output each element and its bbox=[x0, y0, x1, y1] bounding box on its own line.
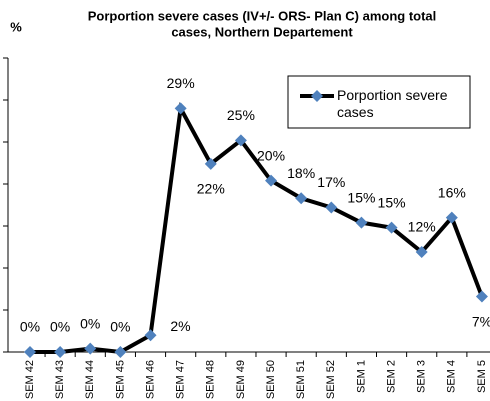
x-tick-label: SEM 44 bbox=[84, 360, 96, 399]
legend-marker bbox=[311, 90, 323, 102]
data-label: 25% bbox=[227, 107, 255, 123]
data-point bbox=[325, 201, 338, 214]
data-label: 16% bbox=[438, 184, 466, 200]
data-point bbox=[204, 157, 217, 170]
data-label: 0% bbox=[20, 319, 40, 335]
x-tick-label: SEM 50 bbox=[265, 360, 277, 399]
x-tick-label: SEM 5 bbox=[476, 360, 488, 393]
data-point bbox=[84, 342, 97, 355]
data-label: 0% bbox=[110, 319, 130, 335]
data-point bbox=[174, 102, 187, 115]
y-axis-label: % bbox=[10, 19, 22, 34]
data-label: 0% bbox=[50, 319, 70, 335]
x-tick-label: SEM 47 bbox=[175, 360, 187, 399]
data-label: 15% bbox=[347, 189, 375, 205]
data-point bbox=[114, 346, 127, 358]
data-label: 22% bbox=[197, 181, 225, 197]
x-tick-label: SEM 1 bbox=[355, 360, 367, 393]
data-label: 7% bbox=[472, 313, 490, 329]
legend-label: Porportion severe cases bbox=[337, 87, 448, 120]
data-label: 0% bbox=[80, 315, 100, 331]
data-label: 17% bbox=[317, 174, 345, 190]
data-label: 15% bbox=[378, 194, 406, 210]
series-line bbox=[30, 102, 484, 355]
x-tick-label: SEM 46 bbox=[144, 360, 156, 399]
x-tick-label: SEM 2 bbox=[385, 360, 397, 393]
data-point bbox=[445, 211, 458, 224]
data-point bbox=[144, 329, 157, 342]
x-tick-label: SEM 43 bbox=[54, 360, 66, 399]
data-label: 20% bbox=[257, 147, 285, 163]
legend-box bbox=[287, 75, 471, 129]
data-label: 12% bbox=[408, 219, 436, 235]
data-label: 29% bbox=[167, 75, 195, 91]
data-point bbox=[415, 246, 428, 259]
x-tick-label: SEM 51 bbox=[295, 360, 307, 399]
chart-title: Porportion severe cases (IV+/- ORS- Plan… bbox=[88, 8, 437, 23]
x-tick-label: SEM 52 bbox=[325, 360, 337, 399]
x-tick-label: SEM 48 bbox=[205, 360, 217, 399]
x-tick-label: SEM 45 bbox=[114, 360, 126, 399]
data-point bbox=[355, 216, 368, 229]
x-tick-label: SEM 4 bbox=[446, 360, 458, 393]
chart-title: cases, Northern Departement bbox=[171, 24, 353, 39]
data-point bbox=[295, 192, 308, 205]
data-point bbox=[385, 221, 398, 234]
data-label: 18% bbox=[287, 165, 315, 181]
x-tick-label: SEM 42 bbox=[24, 360, 36, 399]
data-label: 2% bbox=[170, 318, 190, 334]
x-tick-label: SEM 3 bbox=[416, 360, 428, 393]
data-point bbox=[265, 174, 278, 187]
data-point bbox=[234, 134, 247, 147]
data-point bbox=[475, 290, 488, 303]
data-point bbox=[24, 346, 36, 358]
data-point bbox=[54, 346, 67, 358]
x-tick-label: SEM 49 bbox=[235, 360, 247, 399]
